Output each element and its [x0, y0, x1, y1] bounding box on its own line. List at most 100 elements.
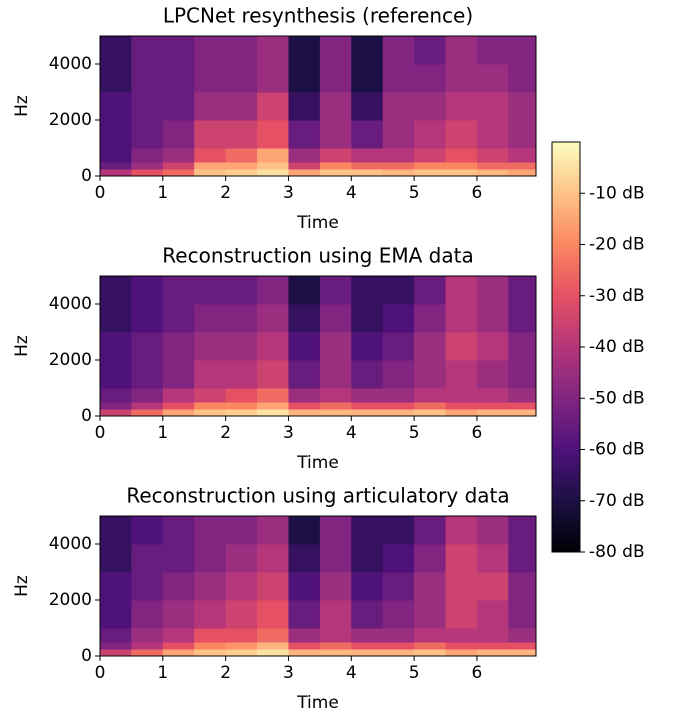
cell — [445, 642, 478, 650]
cell — [257, 409, 289, 416]
colorbar-tick-label: -50 dB — [589, 388, 645, 408]
cell — [351, 544, 384, 573]
cell — [131, 304, 164, 333]
cell — [288, 600, 321, 629]
cell — [100, 120, 132, 149]
cell — [445, 169, 478, 176]
cell — [100, 360, 132, 389]
y-tick-label: 2000 — [49, 110, 92, 130]
cell — [476, 92, 509, 121]
cell — [288, 276, 321, 305]
cell — [100, 276, 132, 305]
x-tick-label: 4 — [346, 663, 357, 683]
x-tick-label: 1 — [157, 423, 168, 443]
cell — [288, 572, 321, 601]
cell — [319, 162, 352, 170]
cell — [508, 120, 536, 149]
cell — [351, 402, 384, 410]
x-tick-label: 1 — [157, 663, 168, 683]
cell — [225, 36, 258, 65]
cell — [476, 304, 509, 333]
cell — [225, 628, 258, 643]
cell — [445, 600, 478, 629]
cell — [476, 516, 509, 545]
x-tick-label: 1 — [157, 183, 168, 203]
cell — [288, 628, 321, 643]
cell — [162, 572, 195, 601]
cell — [257, 92, 289, 121]
cell — [508, 64, 536, 93]
cell — [257, 388, 289, 403]
cell — [508, 516, 536, 545]
cell — [414, 92, 447, 121]
cell — [382, 360, 415, 389]
cell — [319, 544, 352, 573]
y-axis-label: Hz — [12, 95, 32, 117]
cell — [414, 649, 447, 656]
cell — [319, 360, 352, 389]
cell — [382, 162, 415, 170]
cell — [382, 120, 415, 149]
x-tick-label: 5 — [409, 183, 420, 203]
cell — [351, 628, 384, 643]
cell — [162, 162, 195, 170]
cell — [319, 332, 352, 361]
cell — [414, 544, 447, 573]
cell — [225, 402, 258, 410]
cell — [131, 642, 164, 650]
cell — [288, 642, 321, 650]
cell — [257, 148, 289, 163]
cell — [162, 276, 195, 305]
axes-frame — [99, 275, 537, 417]
cell — [225, 360, 258, 389]
cell — [162, 628, 195, 643]
cell — [257, 120, 289, 149]
cell — [288, 120, 321, 149]
cell — [476, 409, 509, 416]
cell — [476, 360, 509, 389]
cell — [194, 169, 227, 176]
cell — [319, 92, 352, 121]
cell — [382, 649, 415, 656]
cell — [414, 276, 447, 305]
x-tick-label: 6 — [472, 663, 483, 683]
cell — [445, 516, 478, 545]
cell — [100, 92, 132, 121]
colorbar-tick-label: -70 dB — [589, 491, 645, 511]
heatmap — [100, 516, 536, 656]
cell — [508, 409, 536, 416]
cell — [414, 304, 447, 333]
cell — [131, 572, 164, 601]
cell — [257, 516, 289, 545]
cell — [131, 332, 164, 361]
cell — [445, 402, 478, 410]
cell — [445, 120, 478, 149]
cell — [445, 304, 478, 333]
cell — [508, 36, 536, 65]
cell — [257, 304, 289, 333]
cell — [194, 92, 227, 121]
cell — [131, 516, 164, 545]
cell — [100, 600, 132, 629]
axes-frame — [99, 515, 537, 657]
cell — [162, 516, 195, 545]
cell — [194, 572, 227, 601]
x-axis-label: Time — [296, 213, 339, 233]
cell — [508, 642, 536, 650]
cell — [445, 388, 478, 403]
cell — [225, 388, 258, 403]
cell — [382, 148, 415, 163]
cell — [225, 120, 258, 149]
cell — [288, 162, 321, 170]
cell — [351, 92, 384, 121]
y-tick-label: 0 — [81, 166, 92, 186]
cell — [508, 169, 536, 176]
cell — [414, 402, 447, 410]
cell — [351, 276, 384, 305]
cell — [476, 36, 509, 65]
cell — [288, 36, 321, 65]
cell — [445, 649, 478, 656]
cell — [162, 332, 195, 361]
cell — [257, 360, 289, 389]
